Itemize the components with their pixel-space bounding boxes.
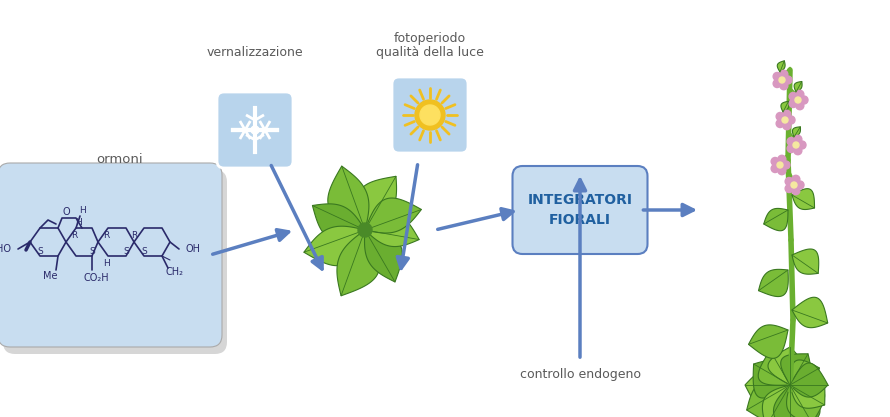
Polygon shape	[328, 166, 368, 230]
FancyBboxPatch shape	[217, 92, 293, 168]
Circle shape	[251, 126, 259, 134]
Text: S: S	[37, 246, 43, 256]
Polygon shape	[357, 176, 397, 230]
Circle shape	[782, 117, 788, 123]
Circle shape	[800, 96, 808, 104]
Polygon shape	[773, 385, 820, 417]
Circle shape	[787, 138, 795, 146]
Circle shape	[779, 77, 785, 83]
Polygon shape	[764, 208, 788, 231]
Polygon shape	[781, 354, 810, 385]
FancyBboxPatch shape	[513, 166, 648, 254]
Text: S: S	[123, 246, 129, 256]
Circle shape	[794, 147, 802, 155]
Polygon shape	[747, 381, 790, 417]
Circle shape	[787, 116, 795, 124]
Polygon shape	[787, 385, 825, 417]
Polygon shape	[758, 350, 793, 385]
Circle shape	[783, 110, 791, 118]
Circle shape	[787, 145, 795, 153]
Polygon shape	[792, 297, 828, 328]
Circle shape	[796, 102, 804, 110]
Circle shape	[778, 167, 786, 175]
Circle shape	[792, 175, 800, 183]
Text: H: H	[102, 259, 109, 269]
Circle shape	[785, 178, 793, 186]
Circle shape	[789, 100, 797, 108]
Text: OH: OH	[185, 244, 200, 254]
Text: Me: Me	[43, 271, 57, 281]
Circle shape	[776, 120, 784, 128]
Text: CO₂H: CO₂H	[83, 273, 109, 283]
Circle shape	[771, 158, 779, 166]
Circle shape	[798, 141, 806, 149]
Circle shape	[780, 82, 788, 90]
Circle shape	[415, 100, 445, 130]
Polygon shape	[794, 81, 802, 92]
Circle shape	[783, 122, 791, 130]
Circle shape	[771, 165, 779, 173]
Text: S: S	[142, 246, 147, 256]
Polygon shape	[781, 101, 789, 112]
Text: INTEGRATORI
FIORALI: INTEGRATORI FIORALI	[528, 193, 633, 227]
Polygon shape	[303, 226, 365, 266]
Circle shape	[796, 181, 804, 189]
Polygon shape	[753, 360, 790, 398]
Text: R: R	[71, 231, 77, 239]
Text: R: R	[131, 231, 137, 239]
Polygon shape	[365, 198, 421, 233]
Text: H: H	[75, 218, 81, 226]
Circle shape	[420, 105, 440, 125]
Circle shape	[795, 97, 801, 103]
Text: O: O	[62, 207, 69, 217]
Circle shape	[773, 73, 781, 80]
FancyBboxPatch shape	[392, 77, 468, 153]
Circle shape	[778, 155, 786, 163]
Polygon shape	[790, 373, 825, 408]
Text: CH₂: CH₂	[165, 267, 183, 277]
Text: vernalizzazione: vernalizzazione	[206, 45, 303, 58]
Polygon shape	[745, 369, 790, 413]
Circle shape	[792, 187, 800, 195]
Circle shape	[777, 162, 783, 168]
Polygon shape	[748, 325, 788, 358]
FancyBboxPatch shape	[0, 163, 222, 347]
Circle shape	[794, 135, 802, 143]
Circle shape	[791, 182, 797, 188]
Circle shape	[785, 185, 793, 193]
Polygon shape	[365, 230, 402, 282]
Text: qualità della luce: qualità della luce	[376, 45, 484, 58]
Polygon shape	[778, 61, 786, 72]
Polygon shape	[758, 269, 789, 296]
Text: H: H	[78, 206, 85, 214]
Polygon shape	[792, 188, 814, 209]
Polygon shape	[365, 214, 419, 246]
Polygon shape	[768, 347, 802, 385]
FancyBboxPatch shape	[3, 170, 227, 354]
Text: S: S	[89, 246, 95, 256]
Polygon shape	[763, 385, 804, 417]
Circle shape	[793, 142, 799, 148]
Circle shape	[789, 93, 797, 100]
Circle shape	[773, 80, 781, 88]
Text: HO: HO	[0, 244, 11, 254]
Polygon shape	[790, 363, 828, 397]
Text: fotoperiodo: fotoperiodo	[394, 32, 466, 45]
Text: controllo endogeno: controllo endogeno	[520, 368, 641, 381]
Circle shape	[776, 113, 784, 121]
Circle shape	[796, 90, 804, 98]
Circle shape	[784, 76, 792, 84]
Circle shape	[358, 223, 372, 237]
Polygon shape	[337, 230, 379, 296]
Circle shape	[780, 70, 788, 78]
Polygon shape	[790, 360, 820, 387]
Polygon shape	[312, 204, 365, 239]
Text: R: R	[103, 231, 109, 239]
Polygon shape	[792, 249, 819, 274]
Text: ormoni: ormoni	[97, 153, 143, 166]
Circle shape	[782, 161, 790, 169]
Polygon shape	[791, 126, 799, 137]
